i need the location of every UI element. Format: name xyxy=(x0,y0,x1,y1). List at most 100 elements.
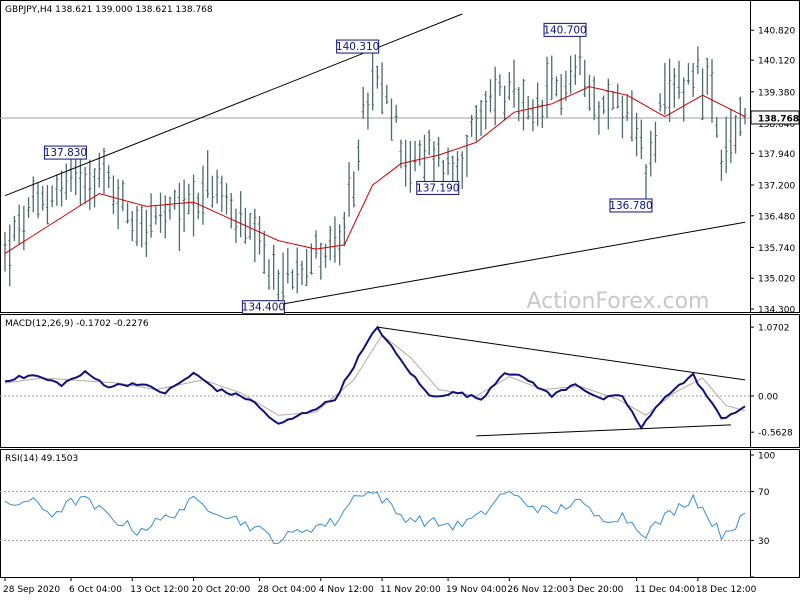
price-bar xyxy=(427,129,431,156)
price-bar xyxy=(507,72,511,101)
annotation-box xyxy=(416,180,460,195)
price-bar xyxy=(314,230,318,259)
price-bar xyxy=(498,74,502,96)
price-bar xyxy=(225,183,229,215)
x-tick-label: 28 Sep 2020 xyxy=(3,585,60,595)
price-bar xyxy=(620,95,624,139)
price-bar xyxy=(559,74,563,116)
price-bar xyxy=(291,269,295,290)
price-bar xyxy=(691,62,695,98)
price-bar xyxy=(196,192,200,220)
price-bar xyxy=(192,174,196,237)
price-y-tick-label: 135.020 xyxy=(758,275,795,285)
price-bar xyxy=(404,139,408,187)
price-bar xyxy=(253,208,257,263)
price-bar xyxy=(668,58,672,122)
price-bar xyxy=(361,86,365,119)
annotation-label: 134.400 xyxy=(242,302,285,314)
x-tick-label: 19 Nov 04:00 xyxy=(446,585,507,595)
price-bar xyxy=(248,213,252,240)
price-y-tick-label: 134.300 xyxy=(758,306,795,316)
price-bar xyxy=(540,99,544,129)
price-bar xyxy=(729,109,733,164)
price-bar xyxy=(455,151,459,182)
price-title: GBPJPY,H4 138.621 139.000 138.621 138.76… xyxy=(5,5,213,15)
annotation-label: 140.310 xyxy=(336,41,379,53)
price-bar xyxy=(88,159,92,210)
price-bar xyxy=(663,62,667,115)
macd-panel: MACD(12,26,9) -0.1702 -0.2276 xyxy=(0,314,800,448)
price-bar xyxy=(569,55,573,94)
price-bar xyxy=(587,74,591,111)
price-bar xyxy=(83,166,87,204)
price-bar xyxy=(31,176,35,213)
price-bar xyxy=(22,205,26,251)
price-bar xyxy=(305,249,309,286)
price-y-tick-label: 135.740 xyxy=(758,244,795,254)
price-bar xyxy=(639,119,643,160)
price-bar xyxy=(309,243,313,275)
price-bar xyxy=(531,99,535,132)
price-y-tick-label: 137.200 xyxy=(758,182,795,192)
price-bar xyxy=(479,99,483,137)
price-bar xyxy=(493,66,497,126)
axes: 140.820 140.120 139.380 138.640 137.940 137.2… xyxy=(3,27,800,595)
price-annotation: 137.830 xyxy=(43,145,87,160)
price-bar xyxy=(550,55,554,101)
last-price-box xyxy=(750,110,800,125)
price-y-tick-label: 137.940 xyxy=(758,150,795,160)
price-bar xyxy=(564,70,568,101)
price-bar xyxy=(168,196,172,220)
price-bar xyxy=(144,209,148,258)
price-bar xyxy=(201,165,205,225)
price-bar xyxy=(140,206,144,248)
price-y-tick-label: 140.820 xyxy=(758,27,795,37)
price-bar xyxy=(437,136,441,167)
price-bar xyxy=(658,93,662,112)
price-bar xyxy=(50,185,54,208)
price-bar xyxy=(484,91,488,130)
price-bar xyxy=(258,215,262,255)
x-tick-label: 11 Dec 04:00 xyxy=(635,585,696,595)
price-bar xyxy=(644,164,648,203)
price-annotation: 137.190 xyxy=(416,180,460,195)
price-bar xyxy=(625,94,629,121)
price-bar xyxy=(517,87,521,122)
x-tick-label: 11 Nov 20:00 xyxy=(380,585,441,595)
price-bar xyxy=(333,216,337,263)
price-bar xyxy=(488,79,492,113)
price-bar xyxy=(272,245,276,290)
price-bar xyxy=(686,63,690,85)
price-bar xyxy=(512,59,516,108)
price-bar xyxy=(474,105,478,142)
price-bar xyxy=(389,98,393,141)
price-bar xyxy=(592,76,596,121)
price-y-tick-label: 140.120 xyxy=(758,57,795,67)
price-bar xyxy=(719,149,723,181)
price-annotation: 140.700 xyxy=(543,22,587,37)
price-bar xyxy=(328,225,332,261)
price-bar xyxy=(677,60,681,99)
price-bar xyxy=(366,92,370,130)
annotation-box xyxy=(543,22,587,37)
price-bar xyxy=(521,78,525,131)
price-bar xyxy=(338,224,342,266)
x-tick-label: 20 Oct 20:00 xyxy=(192,585,251,595)
last-price-label: 138.768 xyxy=(758,114,799,124)
price-bar xyxy=(630,90,634,142)
price-bar xyxy=(239,191,243,238)
price-bar xyxy=(352,171,356,208)
price-bar xyxy=(347,162,351,217)
price-bar xyxy=(597,101,601,135)
annotation-box xyxy=(43,145,87,160)
price-bar xyxy=(738,96,742,137)
rsi-y-tick-label: 30 xyxy=(758,537,770,547)
price-annotation: 134.400 xyxy=(242,300,285,315)
price-bar xyxy=(653,121,657,163)
price-bar xyxy=(375,65,379,89)
price-bar xyxy=(451,155,455,186)
price-bar xyxy=(701,68,705,121)
price-bar xyxy=(413,140,417,172)
price-y-tick-label: 138.640 xyxy=(758,120,795,130)
